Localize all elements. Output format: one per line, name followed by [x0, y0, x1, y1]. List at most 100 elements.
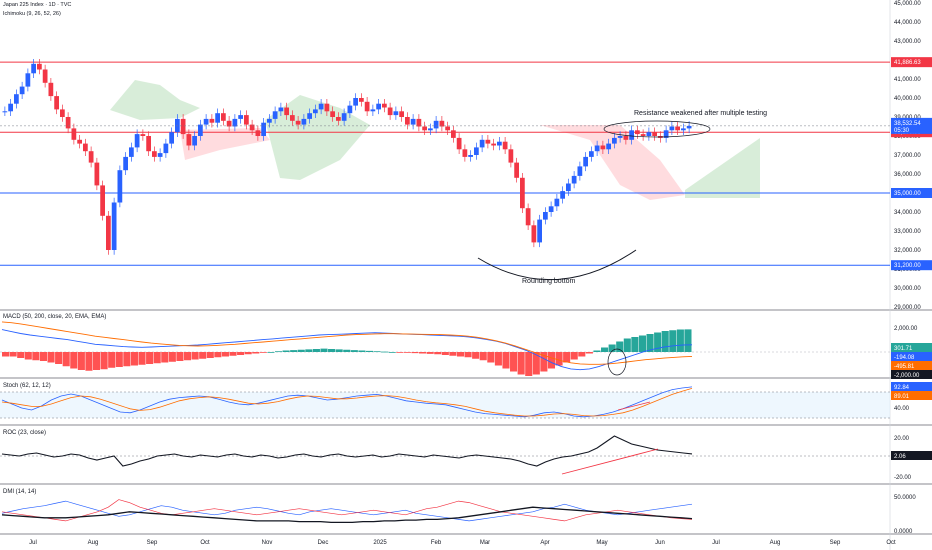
roc-value-tag-label: 2.06	[894, 454, 906, 460]
time-axis-label: 2025	[373, 540, 387, 546]
candle-body	[146, 136, 151, 152]
macd-histogram-bar	[525, 352, 533, 376]
macd-histogram-bar	[115, 352, 123, 367]
rounding-bottom-arc	[477, 249, 637, 281]
candle-body	[439, 120, 445, 127]
macd-histogram-bar	[229, 352, 237, 356]
candle-body	[65, 117, 71, 129]
candle-body	[203, 118, 209, 125]
macd-histogram-bar	[449, 352, 457, 356]
macd-histogram-bar	[646, 334, 654, 352]
candle-body	[249, 124, 255, 131]
macd-histogram-bar	[494, 352, 502, 366]
macd-histogram-bar	[214, 352, 222, 358]
candle-body	[301, 118, 307, 125]
price-axis-tick-label: 30,000.00	[894, 286, 921, 292]
macd-histogram-bar	[502, 352, 510, 369]
macd-histogram-bar	[92, 352, 101, 370]
level-tag-label: 35,000.00	[894, 191, 921, 197]
macd-histogram-bar	[411, 352, 419, 354]
candle-body	[261, 122, 266, 136]
macd-histogram-bar	[85, 352, 93, 371]
candle-body	[589, 151, 594, 157]
time-axis-label: Nov	[262, 540, 273, 546]
macd-histogram-bar	[123, 352, 131, 367]
candle-body	[14, 94, 19, 104]
price-axis-tick-label: 32,000.00	[894, 248, 921, 254]
macd-histogram-bar	[130, 352, 138, 366]
ichimoku-cloud-bear	[540, 125, 685, 200]
macd-histogram-bar	[191, 352, 199, 360]
macd-histogram-bar	[365, 350, 374, 352]
dmi-title: DMI (14, 14)	[3, 489, 36, 495]
stoch-value-tag-label: 92.84	[894, 385, 910, 391]
macd-histogram-bar	[434, 352, 442, 355]
candle-body	[324, 103, 330, 112]
macd-histogram-bar	[70, 352, 78, 369]
time-axis-label: Oct	[200, 540, 210, 546]
level-tag	[891, 260, 932, 271]
candle-body	[330, 111, 335, 117]
candle-body	[479, 139, 485, 148]
candle-body	[134, 134, 140, 148]
candle-body	[577, 166, 583, 176]
candle-body	[255, 130, 261, 136]
candle-body	[485, 139, 491, 144]
macd-histogram-bar	[100, 352, 108, 370]
candle-body	[410, 118, 416, 125]
candle-body	[353, 98, 358, 106]
macd-histogram-bar	[183, 352, 192, 361]
dmi-adx-line	[1, 506, 693, 524]
candle-body	[226, 120, 232, 127]
stoch-value-tag	[891, 382, 932, 391]
last-price-tag	[891, 117, 932, 134]
candle-body	[100, 185, 105, 216]
candle-body	[106, 215, 111, 250]
macd-histogram-bar	[441, 352, 449, 355]
candle-body	[180, 118, 186, 135]
candle-body	[491, 143, 496, 146]
time-axis-label: Apr	[540, 540, 549, 546]
level-tag-label: 41,886.63	[894, 60, 921, 66]
candle-body	[531, 225, 537, 243]
candle-body	[71, 128, 77, 140]
candle-body	[663, 130, 669, 138]
rounding-bottom-annotation: Rounding bottom	[522, 278, 575, 285]
candle-body	[497, 141, 502, 146]
ichimoku-indicator-label: Ichimoku (9, 26, 52, 26)	[3, 11, 61, 17]
macd-histogram-bar	[62, 352, 70, 367]
candle-body	[428, 128, 433, 131]
candle-body	[83, 143, 88, 152]
candle-body	[123, 156, 128, 171]
candle-body	[686, 125, 692, 129]
roc-line	[1, 435, 693, 467]
time-axis-label: Feb	[431, 540, 442, 546]
macd-histogram-bar	[601, 347, 609, 352]
price-axis-tick-label: 34,000.00	[894, 210, 921, 216]
time-axis-label: Oct	[886, 540, 896, 546]
dmi-tick: 0.0000	[894, 529, 913, 535]
candle-body	[416, 118, 422, 127]
time-axis-label: Mar	[480, 540, 490, 546]
resistance-ellipse	[603, 120, 711, 138]
candle-body	[341, 113, 347, 121]
candle-body	[157, 153, 163, 157]
candle-body	[25, 73, 31, 87]
candle-body	[192, 136, 197, 146]
candle-body	[652, 132, 657, 136]
candle-body	[19, 86, 25, 95]
candle-body	[318, 103, 324, 110]
candle-body	[623, 136, 629, 140]
macd-histogram-bar	[282, 350, 290, 352]
macd-value-tag-label: -194.08	[894, 355, 915, 361]
price-axis-tick-label: 33,000.00	[894, 229, 921, 235]
macd-histogram-bar	[328, 349, 336, 352]
macd-histogram-bar	[335, 349, 343, 352]
macd-histogram-bar	[540, 352, 548, 372]
candle-body	[129, 147, 134, 157]
macd-histogram-bar	[358, 350, 366, 352]
time-axis-label: Jul	[712, 540, 720, 546]
macd-line	[1, 329, 693, 371]
candle-body	[163, 143, 169, 154]
